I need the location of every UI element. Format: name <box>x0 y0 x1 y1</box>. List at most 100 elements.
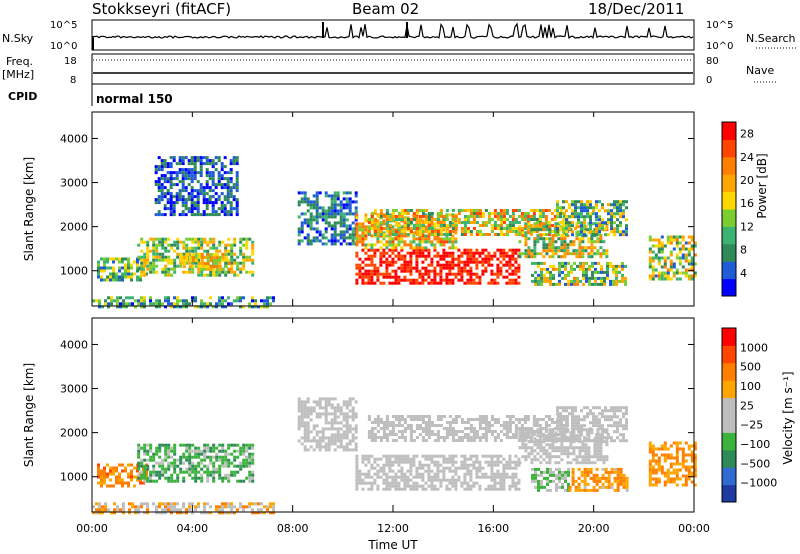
power-cell <box>394 278 398 282</box>
power-cell <box>251 273 255 277</box>
power-cell <box>542 225 546 229</box>
velocity-cell <box>566 455 570 459</box>
power-cell <box>227 243 231 247</box>
power-cell <box>197 270 201 274</box>
velocity-cell <box>484 424 488 427</box>
velocity-cell <box>143 479 147 483</box>
power-cell <box>242 296 245 300</box>
power-cell <box>418 243 422 247</box>
power-cell <box>561 261 564 265</box>
power-cell <box>266 302 269 306</box>
velocity-cell <box>539 434 543 438</box>
power-cell <box>239 305 242 309</box>
power-cell <box>612 282 615 286</box>
power-cell <box>209 240 213 244</box>
power-cell <box>124 275 127 279</box>
power-cell <box>484 248 488 252</box>
power-cell <box>571 215 574 219</box>
velocity-cell <box>336 409 340 413</box>
velocity-cell <box>354 400 358 404</box>
power-cell <box>415 219 419 223</box>
power-cell <box>330 194 334 198</box>
velocity-cell <box>239 467 243 471</box>
power-cell <box>657 274 661 278</box>
power-cell <box>206 256 210 260</box>
velocity-cell <box>557 455 561 459</box>
power-cell <box>406 224 410 227</box>
power-cell <box>527 255 531 259</box>
velocity-cell <box>445 484 449 488</box>
power-cell <box>373 221 377 224</box>
velocity-cell <box>188 458 192 462</box>
velocity-cell <box>430 424 434 427</box>
velocity-cell <box>472 436 476 439</box>
power-cell <box>439 263 443 267</box>
velocity-cell <box>221 479 225 483</box>
power-cell <box>533 246 537 250</box>
velocity-cell <box>526 418 530 421</box>
velocity-cell <box>161 461 165 465</box>
power-cell <box>245 237 249 241</box>
power-cell <box>187 198 191 202</box>
velocity-cell <box>490 466 494 470</box>
power-cell <box>376 228 380 232</box>
power-cell <box>330 212 334 216</box>
power-cell <box>376 222 380 226</box>
power-cell <box>457 263 461 267</box>
velocity-cell <box>104 508 107 512</box>
power-cell <box>448 272 452 276</box>
velocity-cell <box>206 476 210 480</box>
power-cell <box>184 207 188 211</box>
power-cell <box>406 269 410 273</box>
velocity-cell <box>251 458 255 462</box>
velocity-cell <box>324 403 328 407</box>
power-cell <box>430 240 434 244</box>
velocity-cell <box>593 449 597 453</box>
power-cell <box>248 258 252 262</box>
power-cell <box>218 273 222 277</box>
velocity-cell <box>155 505 158 509</box>
power-cell <box>173 270 177 274</box>
power-cell <box>496 215 500 218</box>
power-cell <box>397 281 401 285</box>
velocity-cell <box>149 479 153 483</box>
velocity-cell <box>155 473 159 477</box>
velocity-cell <box>517 418 521 421</box>
power-cell <box>672 235 676 239</box>
power-cell <box>194 240 198 244</box>
power-cell <box>622 203 625 207</box>
power-cell <box>463 281 467 285</box>
power-cell <box>678 247 682 251</box>
velocity-cell <box>433 487 437 491</box>
power-cell <box>199 192 203 196</box>
velocity-cell <box>565 427 568 431</box>
power-cell <box>205 186 209 190</box>
power-cell <box>418 248 422 252</box>
power-cell <box>514 233 518 236</box>
velocity-cell <box>145 469 148 473</box>
power-colorbar-tick: 16 <box>740 197 754 210</box>
power-cell <box>481 260 485 264</box>
power-cell <box>571 203 574 207</box>
power-cell <box>321 215 325 219</box>
power-cell <box>119 302 122 306</box>
velocity-cell <box>370 466 374 470</box>
velocity-cell <box>574 439 577 443</box>
power-cell <box>197 237 201 241</box>
power-cell <box>333 209 337 213</box>
power-cell <box>582 261 585 265</box>
velocity-cell <box>472 439 476 442</box>
power-colorbar-segment <box>722 226 736 245</box>
power-cell <box>451 246 455 250</box>
power-cell <box>361 237 365 241</box>
power-cell <box>619 203 622 207</box>
power-cell <box>306 221 310 225</box>
velocity-cell <box>583 418 586 422</box>
power-cell <box>548 225 552 229</box>
power-cell <box>373 263 377 267</box>
power-cell <box>330 200 334 204</box>
power-cell <box>173 258 177 262</box>
power-cell <box>194 246 198 250</box>
velocity-cell <box>272 508 275 512</box>
velocity-cell <box>194 473 198 477</box>
